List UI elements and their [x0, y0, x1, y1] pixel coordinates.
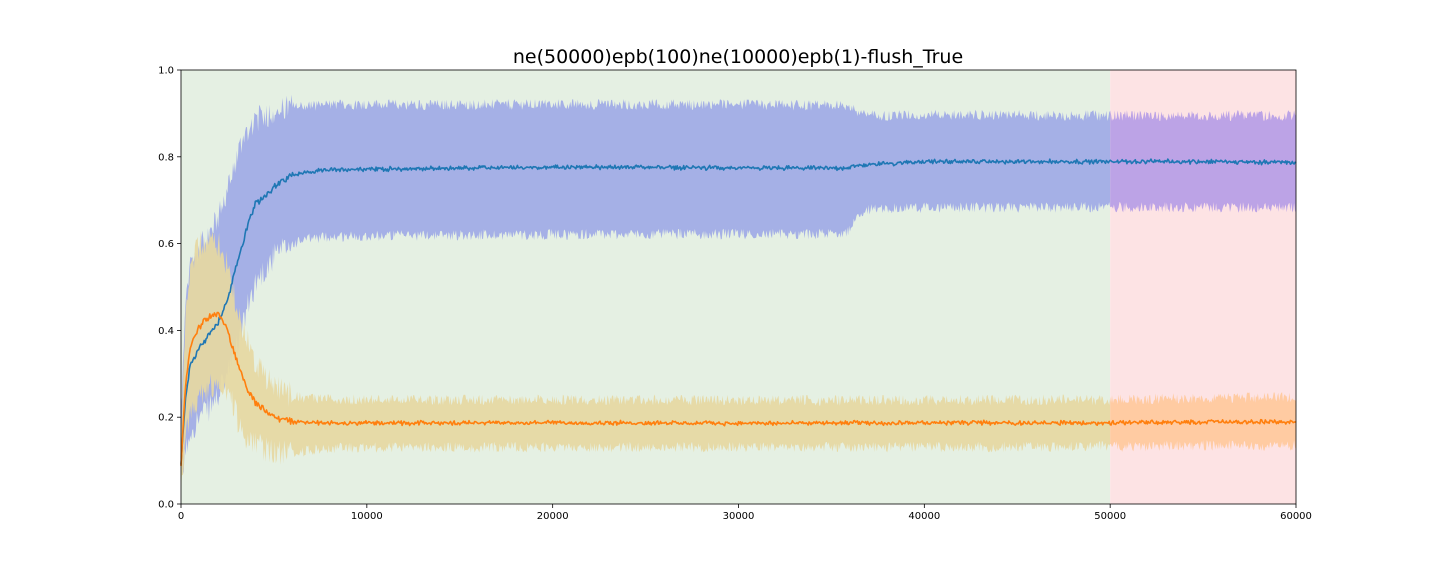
x-tick-label: 60000: [1280, 511, 1312, 522]
y-tick-label: 0.8: [158, 152, 174, 163]
x-tick-label: 20000: [537, 511, 569, 522]
y-axis-ticks: 0.0 0.2 0.4 0.6 0.8 1.0: [158, 66, 181, 511]
y-tick-label: 0.6: [158, 239, 174, 250]
x-tick-label: 10000: [351, 511, 383, 522]
y-tick-label: 0.2: [158, 413, 174, 424]
chart-title: ne(50000)epb(100)ne(10000)epb(1)-flush_T…: [513, 46, 963, 68]
x-tick-label: 30000: [723, 511, 755, 522]
y-tick-label: 0.4: [158, 326, 174, 337]
x-axis-ticks: 0 10000 20000 30000 40000 50000 60000: [178, 504, 1312, 522]
series-0-band: [181, 94, 1111, 475]
x-tick-label: 40000: [908, 511, 940, 522]
x-tick-label: 0: [178, 511, 184, 522]
series-lines: [180, 158, 1297, 466]
x-tick-label: 50000: [1094, 511, 1126, 522]
y-tick-label: 0.0: [158, 500, 174, 511]
series-0-line: [180, 158, 1297, 465]
y-tick-label: 1.0: [158, 66, 174, 77]
series-1-line: [180, 311, 1297, 466]
